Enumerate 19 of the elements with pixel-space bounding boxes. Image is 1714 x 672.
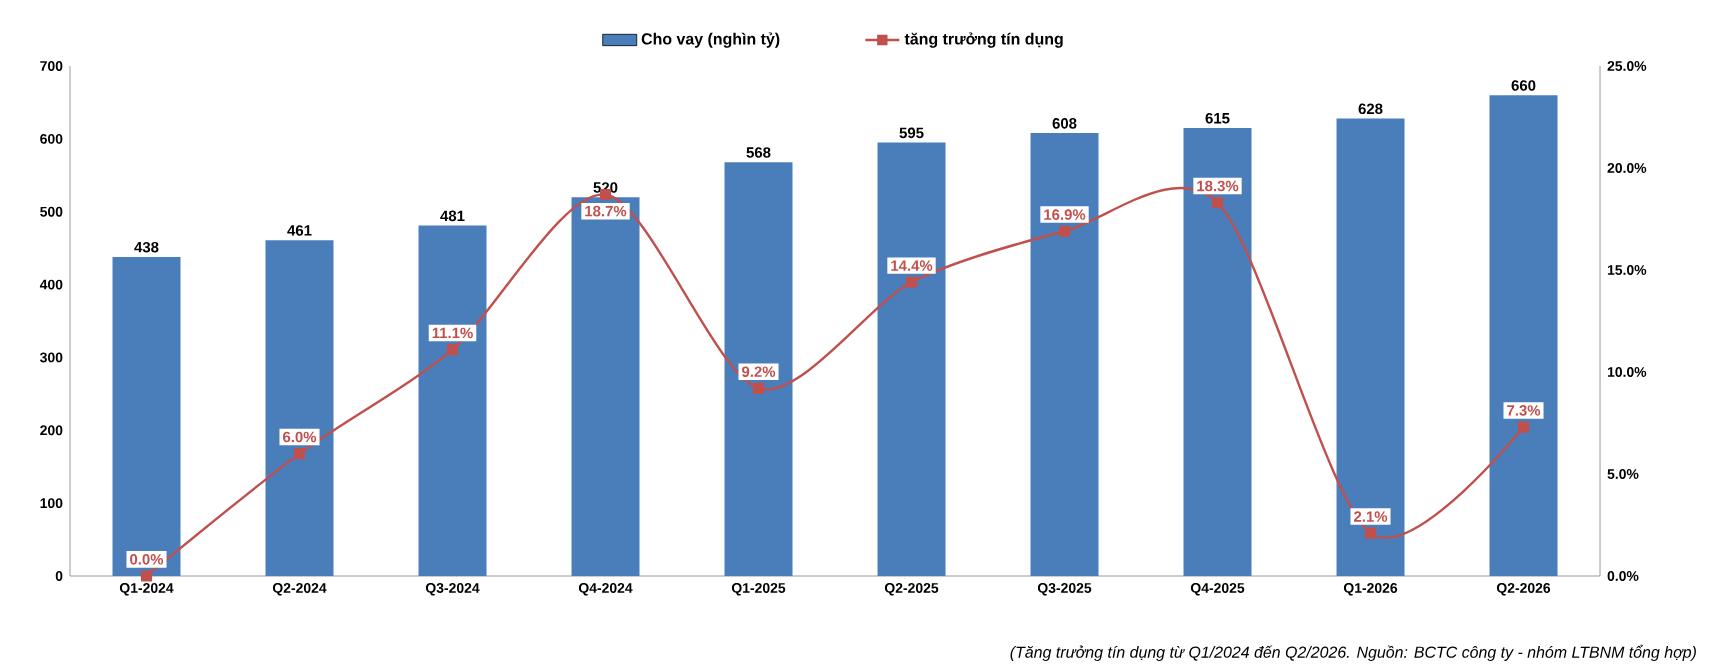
bar: [724, 162, 793, 576]
point: [446, 343, 459, 356]
bar: [1489, 95, 1558, 576]
point: [1058, 225, 1071, 237]
bar: [1183, 127, 1252, 576]
bar: [571, 197, 640, 576]
bar: [418, 225, 487, 576]
bar: [265, 240, 334, 576]
point: [1517, 421, 1530, 433]
bar: [1336, 118, 1405, 576]
point: [140, 570, 153, 582]
bar: [1030, 133, 1099, 576]
bar: [112, 256, 181, 576]
point: [1211, 197, 1224, 209]
point: [905, 276, 918, 288]
point: [293, 448, 306, 460]
bar: [877, 142, 946, 576]
point: [1364, 527, 1377, 539]
point: [752, 382, 765, 394]
